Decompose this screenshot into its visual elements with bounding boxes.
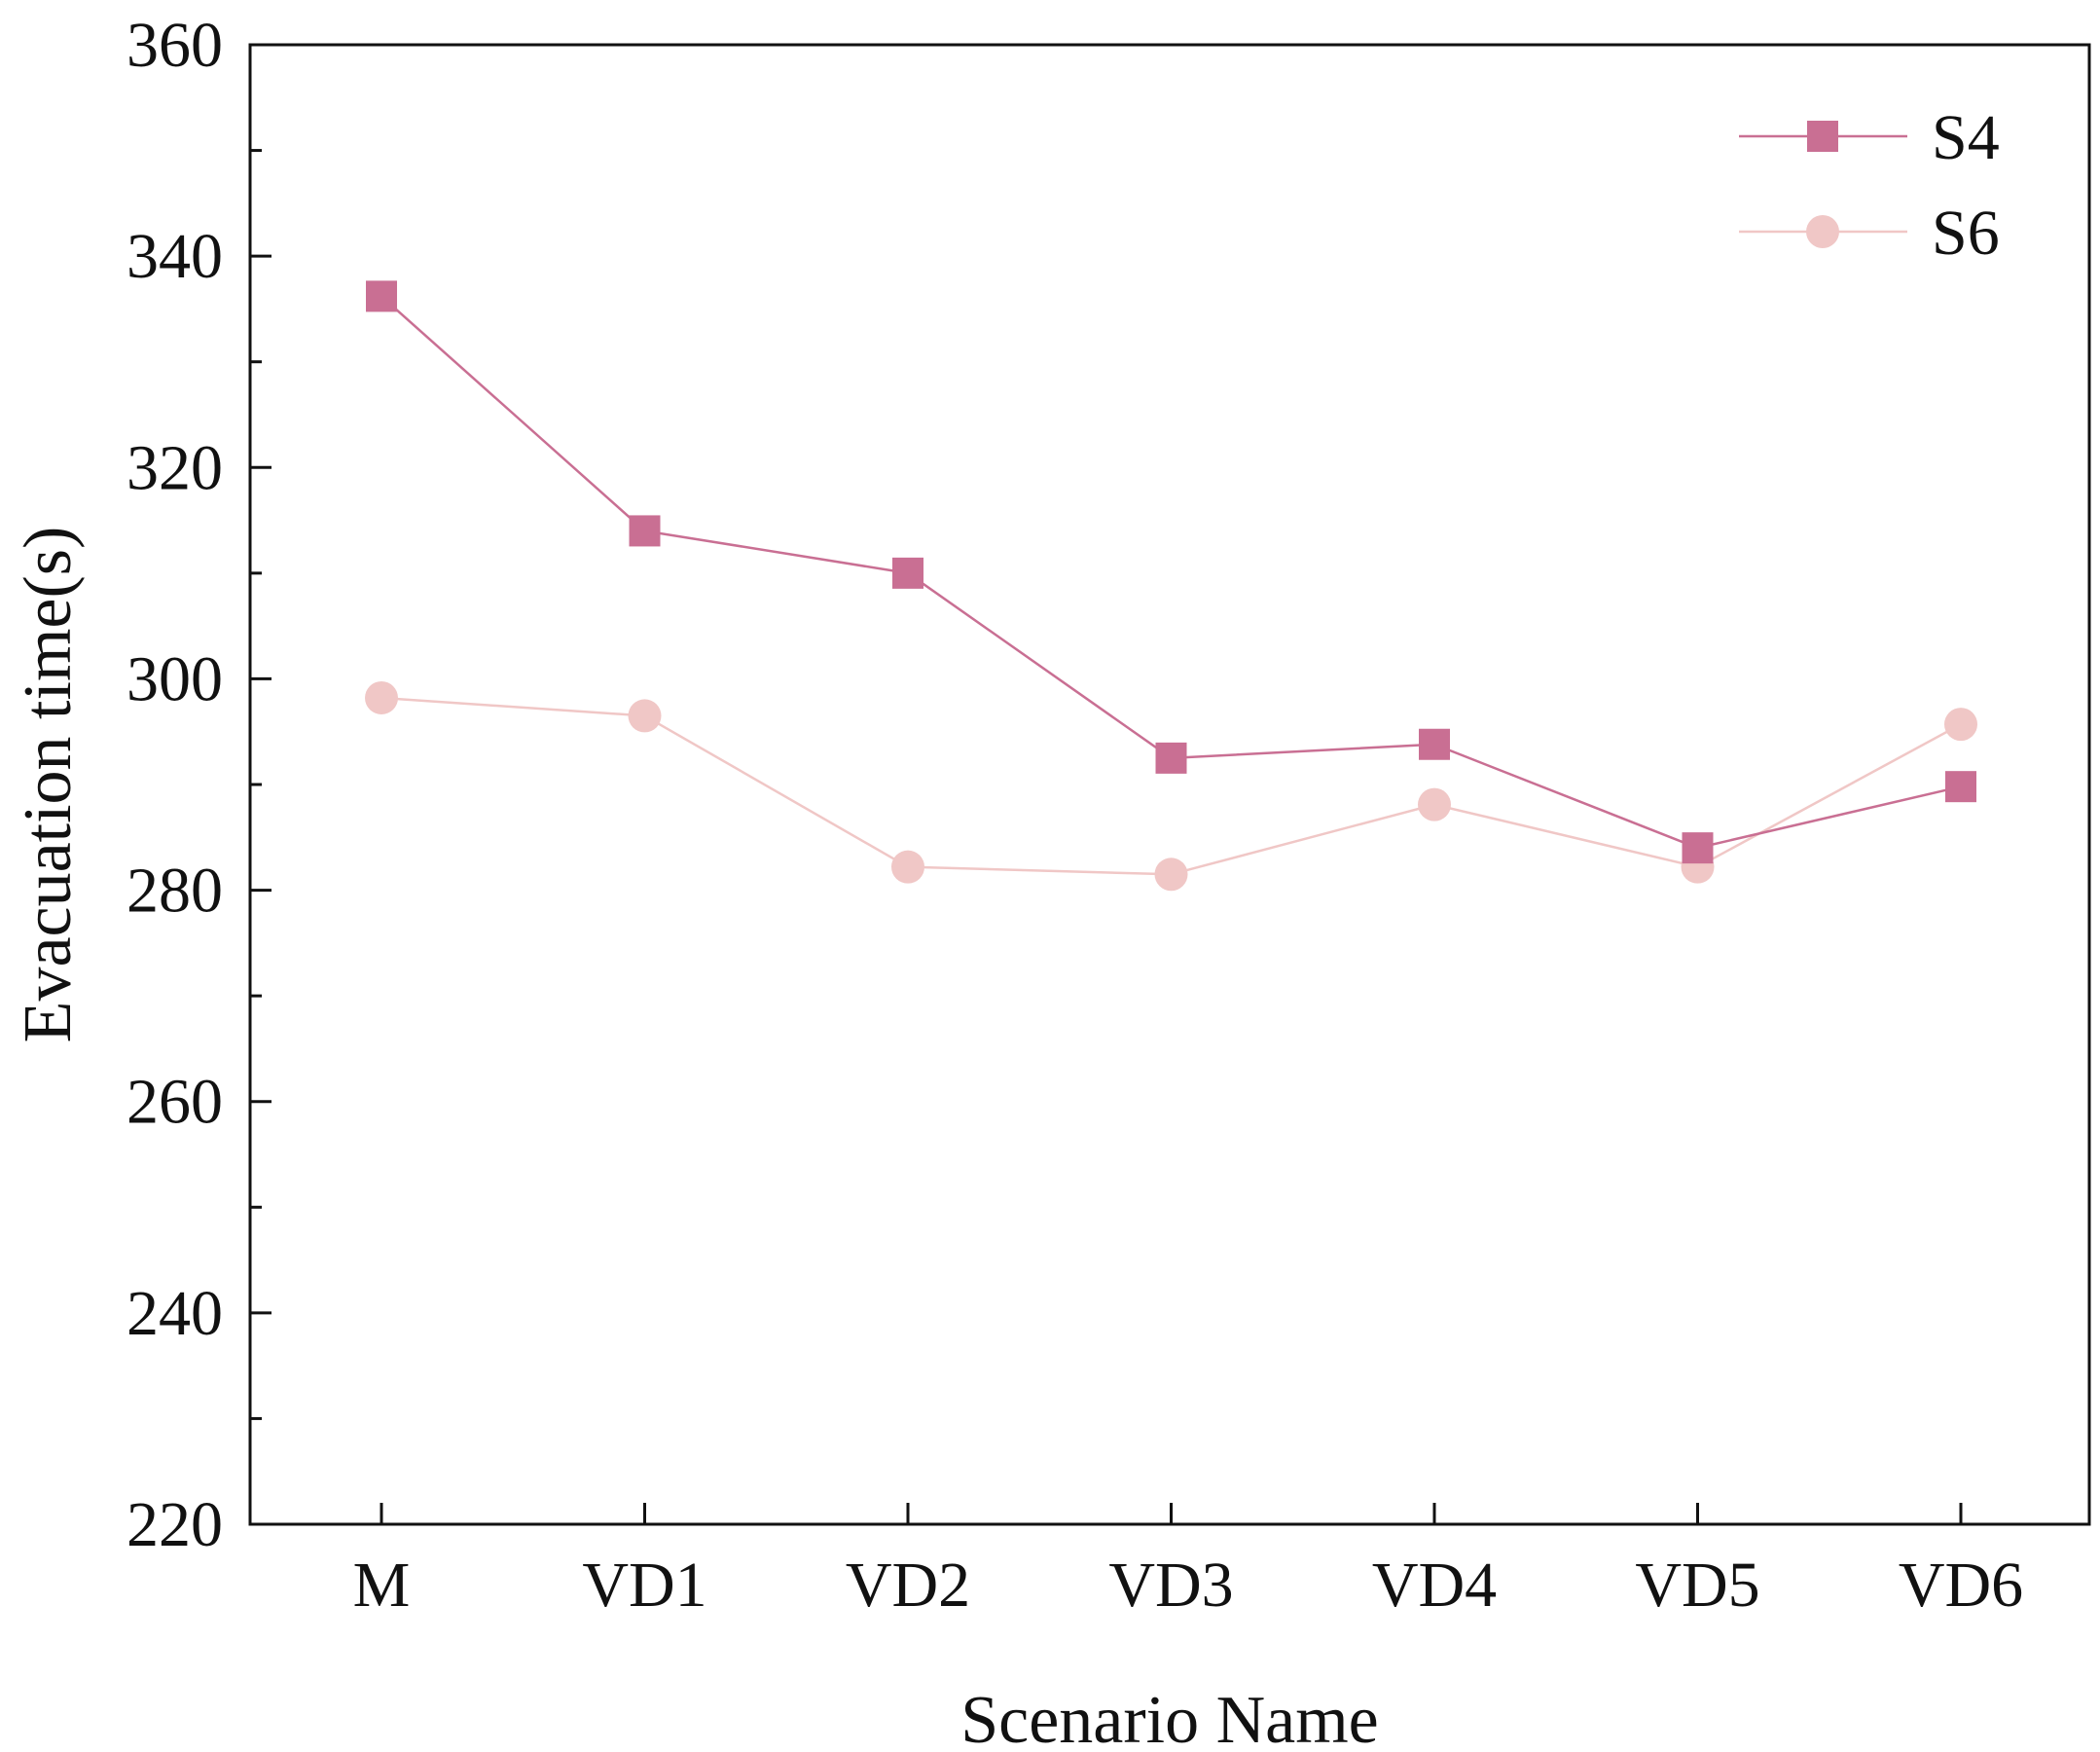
data-point-s6 (891, 850, 924, 884)
data-point-s4 (1155, 742, 1187, 774)
x-tick-label: VD3 (1108, 1550, 1233, 1621)
x-tick-label: VD6 (1899, 1550, 2023, 1621)
legend-marker (1806, 215, 1839, 248)
x-tick-label: VD4 (1372, 1550, 1497, 1621)
data-point-s4 (1945, 771, 1976, 803)
x-tick-label: VD5 (1635, 1550, 1759, 1621)
data-point-s6 (628, 699, 662, 733)
data-point-s4 (1682, 832, 1714, 864)
legend-label: S6 (1932, 198, 2000, 269)
data-point-s6 (1418, 787, 1451, 821)
data-point-s6 (1944, 708, 1977, 742)
y-tick-label: 260 (127, 1067, 223, 1138)
y-tick-label: 280 (127, 856, 223, 927)
x-tick-label: M (353, 1550, 411, 1621)
data-point-s4 (892, 557, 923, 589)
data-point-s4 (366, 280, 397, 312)
series-s6 (365, 680, 1977, 892)
y-tick-label: 240 (127, 1278, 223, 1349)
series-s4 (366, 280, 1976, 864)
data-point-s4 (629, 515, 661, 547)
plot-frame (248, 43, 2091, 1526)
y-tick-label: 300 (127, 643, 223, 714)
legend-marker (1807, 121, 1838, 152)
data-point-s6 (365, 680, 398, 714)
y-tick-label: 340 (127, 221, 223, 292)
y-axis: 220 240 260 280 300 320 340 360 (127, 10, 272, 1560)
series-line-s6 (380, 696, 1962, 876)
legend-item-s6: S6 (1739, 198, 2000, 269)
y-tick-label: 320 (127, 432, 223, 503)
y-axis-title: Evacuation time(s) (11, 527, 86, 1043)
data-point-s6 (1154, 858, 1188, 892)
legend-item-s4: S4 (1739, 102, 2000, 173)
x-axis: M VD1 VD2 VD3 VD4 VD5 VD6 (353, 1503, 2023, 1621)
y-tick-label: 220 (127, 1489, 223, 1560)
x-tick-label: VD1 (582, 1550, 706, 1621)
series-layer (365, 280, 1977, 892)
x-axis-title: Scenario Name (960, 1683, 1379, 1752)
legend-label: S4 (1932, 102, 2000, 173)
y-tick-label: 360 (127, 10, 223, 81)
x-tick-label: VD2 (846, 1550, 970, 1621)
data-point-s4 (1419, 728, 1450, 760)
